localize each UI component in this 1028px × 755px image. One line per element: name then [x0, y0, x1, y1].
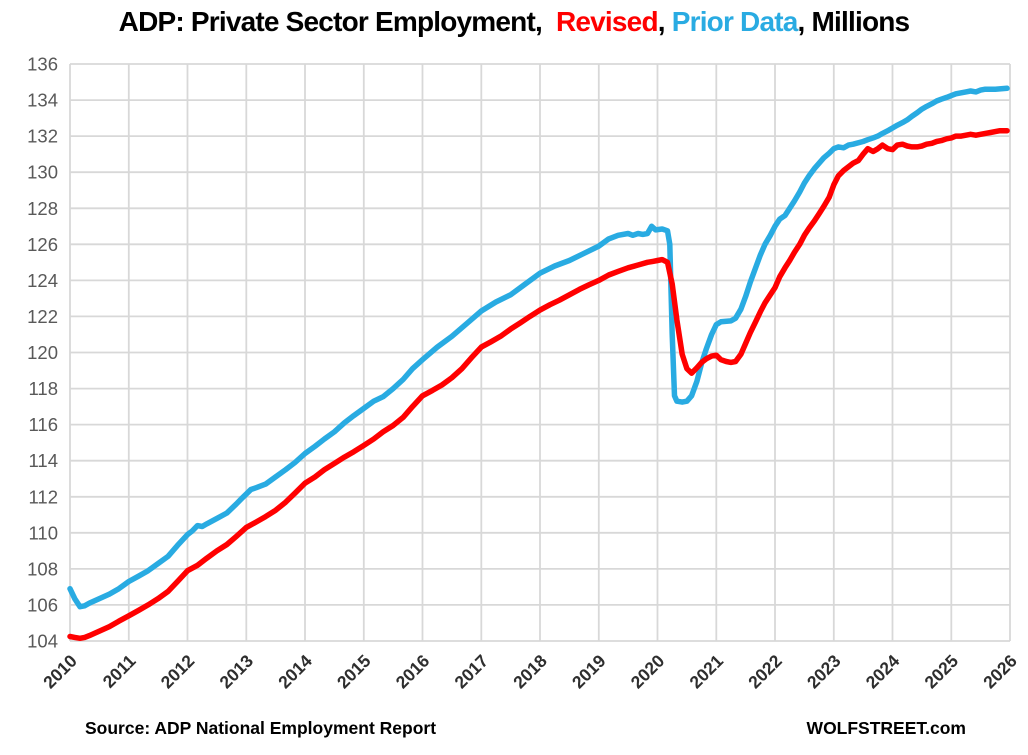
title-segment: , — [657, 6, 672, 37]
y-axis-label: 124 — [27, 270, 58, 291]
y-axis-label: 122 — [27, 306, 58, 327]
y-axis-label: 118 — [29, 378, 59, 399]
y-axis-label: 114 — [29, 450, 59, 471]
x-axis-label: 2011 — [99, 650, 140, 691]
x-axis-label: 2024 — [862, 651, 904, 693]
series-line-prior-data — [67, 85, 1010, 610]
x-axis-label: 2018 — [509, 651, 551, 693]
x-axis-label: 2016 — [392, 651, 434, 693]
y-axis-label: 108 — [27, 558, 58, 579]
y-axis-label: 112 — [29, 486, 59, 507]
x-axis-label: 2013 — [215, 651, 257, 693]
x-axis-label: 2014 — [274, 651, 316, 693]
title-segment: , Millions — [797, 6, 911, 37]
y-axis-label: 116 — [29, 414, 59, 435]
x-axis-label: 2015 — [333, 651, 375, 693]
source-note: Source: ADP National Employment Report — [85, 718, 437, 738]
x-axis-label: 2012 — [157, 651, 199, 693]
y-axis-label: 136 — [27, 54, 58, 75]
x-axis-label: 2023 — [803, 651, 845, 693]
x-axis-label: 2026 — [979, 651, 1021, 693]
chart-footer: Source: ADP National Employment Report W… — [85, 718, 966, 739]
x-axis-label: 2022 — [744, 651, 786, 693]
title-segment-prior-data: Prior Data — [671, 6, 799, 37]
y-axis-label: 126 — [27, 234, 58, 255]
y-axis-label: 134 — [27, 90, 58, 111]
title-segment-revised: Revised — [555, 6, 659, 37]
y-axis-label: 110 — [29, 522, 59, 543]
y-axis-label: 106 — [27, 594, 58, 615]
y-axis-label: 120 — [27, 342, 58, 363]
y-axis-label: 130 — [27, 162, 58, 183]
x-axis-label: 2020 — [627, 651, 669, 693]
x-axis-label: 2019 — [568, 651, 610, 693]
y-axis-label: 104 — [27, 631, 58, 652]
x-axis-label: 2021 — [685, 651, 727, 693]
x-axis-label: 2010 — [39, 651, 81, 693]
series-line-revised — [67, 127, 1010, 642]
y-axis-label: 132 — [27, 126, 58, 147]
y-axis-label: 128 — [27, 198, 58, 219]
title-segment: ADP: Private Sector Employment, — [118, 6, 556, 37]
x-axis-label: 2025 — [920, 651, 962, 693]
chart-title: ADP: Private Sector Employment, Revised,… — [0, 6, 1028, 38]
x-axis-label: 2017 — [450, 651, 492, 693]
wolfstreet-brand: WOLFSTREET.com — [806, 718, 966, 738]
